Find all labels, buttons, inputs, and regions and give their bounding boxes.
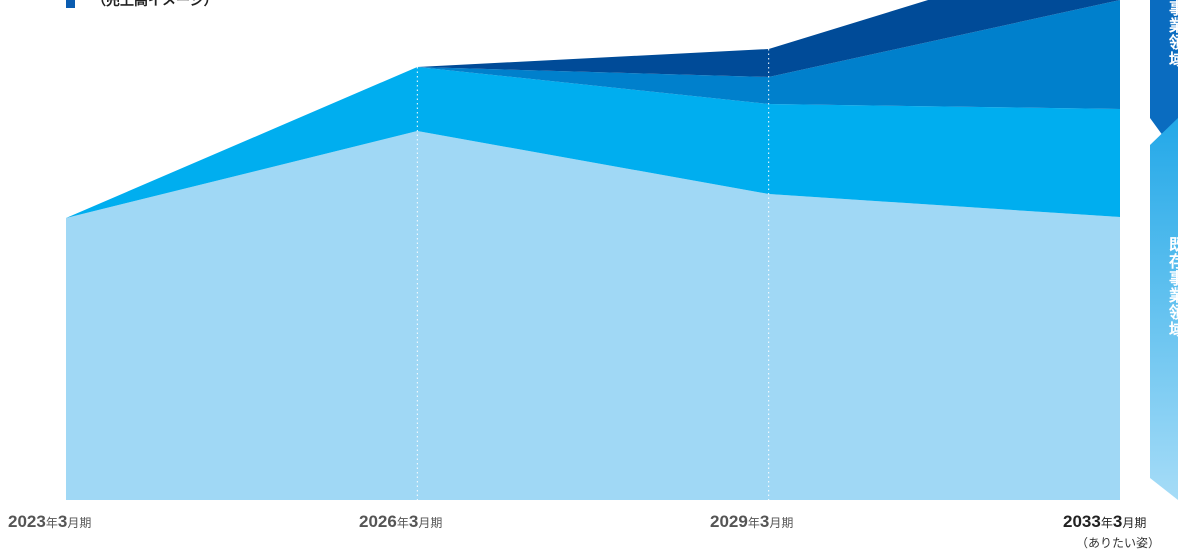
new-business-bracket <box>1150 0 1178 140</box>
x-tick-2033: 2033年3月期 <box>1063 512 1146 532</box>
legend-caption: （売上高イメージ） <box>92 0 218 8</box>
x-tick-2029: 2029年3月期 <box>710 512 793 532</box>
x-tick-month: 3 <box>57 512 68 531</box>
legend-marker <box>66 0 75 8</box>
new-business-label: 新規事業領域 <box>1166 0 1178 68</box>
existing-business-label: 既存事業領域 <box>1166 236 1178 338</box>
series-2-area <box>66 67 1120 218</box>
x-tick-2026: 2026年3月期 <box>359 512 442 532</box>
x-tick-suffix: 月期 <box>418 516 443 530</box>
x-tick-year: 2033 <box>1063 512 1101 531</box>
x-tick-2023: 2023年3月期 <box>8 512 91 532</box>
x-tick-nen: 年 <box>1100 516 1113 530</box>
x-tick-nen: 年 <box>747 516 760 530</box>
x-tick-month: 3 <box>1112 512 1123 531</box>
x-tick-suffix: 月期 <box>769 516 794 530</box>
existing-business-bracket <box>1150 118 1178 500</box>
series-4-area <box>66 0 1120 218</box>
x-tick-month: 3 <box>408 512 419 531</box>
x-tick-nen: 年 <box>396 516 409 530</box>
x-tick-year: 2029 <box>710 512 748 531</box>
grid-layer <box>416 49 770 500</box>
area-layer <box>66 0 1120 500</box>
x-tick-year: 2023 <box>8 512 46 531</box>
x-tick-suffix: 月期 <box>1122 516 1147 530</box>
x-tick-month: 3 <box>759 512 770 531</box>
x-tick-nen: 年 <box>45 516 58 530</box>
series-1-area <box>66 131 1120 500</box>
x-tick-year: 2026 <box>359 512 397 531</box>
x-tick-2033-sublabel: （ありたい姿） <box>1075 536 1160 550</box>
x-tick-suffix: 月期 <box>67 516 92 530</box>
